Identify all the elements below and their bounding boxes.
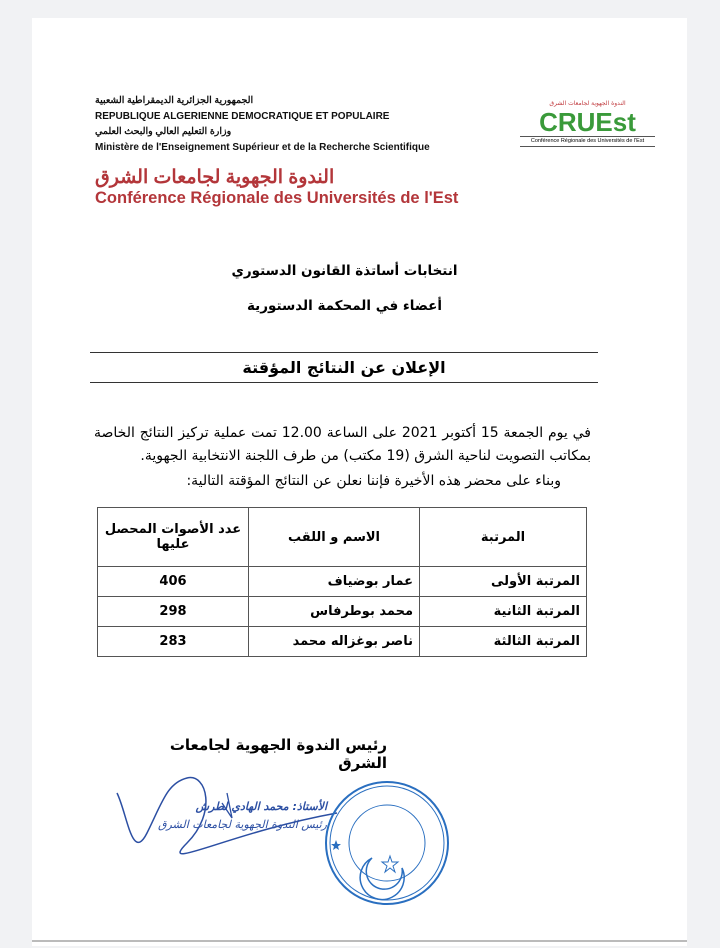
conference-title: الندوة الجهوية لجامعات الشرق Conférence … (95, 166, 458, 208)
rank-cell: المرتبة الثانية (419, 596, 587, 627)
logo-ar: الندوة الجهوية لجامعات الشرق (549, 100, 626, 107)
logo-subtitle: Conférence Régionale des Universités de … (520, 136, 655, 147)
header-name: الاسم و اللقب (248, 507, 420, 567)
votes-cell: 283 (97, 626, 249, 657)
election-title: انتخابات أساتذة القانون الدستوري (231, 263, 458, 279)
signatory-heading: رئيس الندوة الجهوية لجامعات الشرق (169, 736, 387, 772)
page-bottom-edge (32, 940, 687, 942)
table-row: المرتبة الأولى عمار بوضياف 406 (97, 566, 587, 597)
ministry-fr: Ministère de l'Enseignement Supérieur et… (95, 141, 430, 153)
paragraph-1: في يوم الجمعة 15 أكتوبر 2021 على الساعة … (94, 425, 591, 464)
ministry-ar: وزارة التعليم العالي والبحث العلمي (95, 126, 232, 137)
votes-cell: 298 (97, 596, 249, 627)
republic-fr: REPUBLIQUE ALGERIENNE DEMOCRATIQUE ET PO… (95, 110, 390, 122)
official-seal (325, 781, 449, 905)
name-cell: ناصر بوغزاله محمد (248, 626, 420, 657)
header-votes: عدد الأصوات المحصل عليها (97, 507, 249, 567)
letterhead: الجمهورية الجزائرية الديمقراطية الشعبية … (95, 93, 430, 155)
handwritten-signature (116, 776, 338, 855)
announcement-heading: الإعلان عن النتائج المؤقتة (90, 352, 598, 383)
cruest-logo: الندوة الجهوية لجامعات الشرق CRUEst Conf… (520, 100, 655, 147)
table-header-row: المرتبة الاسم و اللقب عدد الأصوات المحصل… (97, 507, 587, 567)
votes-cell: 406 (97, 566, 249, 597)
rank-cell: المرتبة الأولى (419, 566, 587, 597)
document-page: الجمهورية الجزائرية الديمقراطية الشعبية … (32, 18, 687, 946)
election-subtitle: أعضاء في المحكمة الدستورية (246, 298, 443, 314)
republic-ar: الجمهورية الجزائرية الديمقراطية الشعبية (95, 95, 254, 106)
header-rank: المرتبة (419, 507, 587, 567)
stamp-title: رئيس الندوة الجهوية لجامعات الشرق (157, 818, 327, 831)
results-table: المرتبة الاسم و اللقب عدد الأصوات المحصل… (97, 507, 587, 657)
logo-mark: CRUEst (539, 107, 636, 137)
table-row: المرتبة الثالثة ناصر بوغزاله محمد 283 (97, 626, 587, 657)
rank-cell: المرتبة الثالثة (419, 626, 587, 657)
conference-fr: Conférence Régionale des Universités de … (95, 189, 459, 207)
conference-ar: الندوة الجهوية لجامعات الشرق (95, 167, 335, 188)
table-row: المرتبة الثانية محمد بوطرفاس 298 (97, 596, 587, 627)
paragraph-2: وبناء على محضر هذه الأخيرة فإننا نعلن عن… (186, 473, 561, 489)
name-cell: عمار بوضياف (248, 566, 420, 597)
body-content: في يوم الجمعة 15 أكتوبر 2021 على الساعة … (94, 422, 591, 657)
name-cell: محمد بوطرفاس (248, 596, 420, 627)
